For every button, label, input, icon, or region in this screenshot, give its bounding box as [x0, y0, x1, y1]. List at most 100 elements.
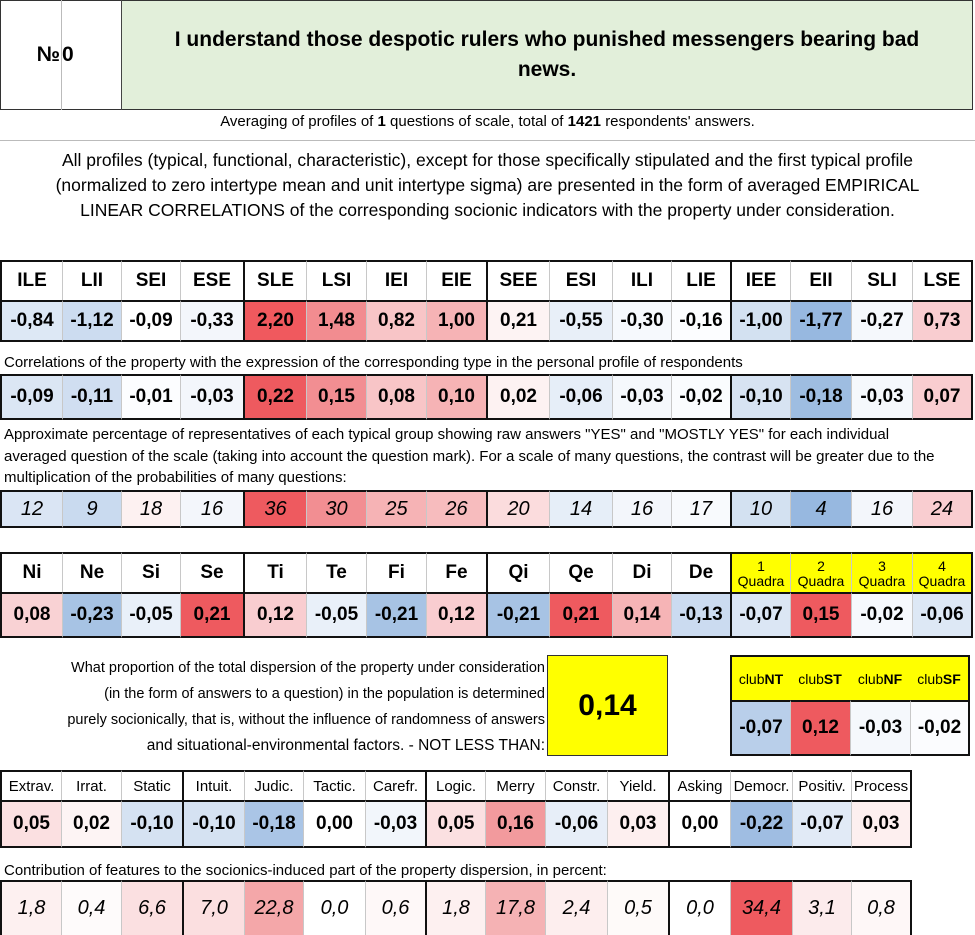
trait-contribution-12: 34,4	[730, 880, 792, 935]
trait-header-8: Merry	[485, 770, 545, 800]
quadra-value-0: -0,07	[730, 592, 790, 638]
type-correlation-3: -0,03	[180, 374, 243, 420]
dispersion-text: What proportion of the total dispersion …	[0, 655, 545, 759]
type-percent-9: 14	[549, 490, 612, 528]
type-header-15: LSE	[912, 260, 973, 300]
type-correlation-2: -0,01	[121, 374, 180, 420]
club-header-3: club SF	[910, 655, 970, 700]
quadra-value-2: -0,02	[851, 592, 912, 638]
clubs-header-row: club NT club ST club NF club SF	[730, 655, 970, 700]
function-value-3: 0,21	[180, 592, 243, 638]
club-prefix-1: club	[798, 670, 824, 687]
summary-answers: 1421	[567, 113, 602, 130]
type-percent-3: 16	[180, 490, 243, 528]
type-header-1: LII	[62, 260, 121, 300]
trait-header-2: Static	[121, 770, 182, 800]
summary-pre: Averaging of profiles of	[220, 113, 374, 130]
type-percent-4: 36	[243, 490, 306, 528]
description-line-1: All profiles (typical, functional, chara…	[61, 150, 914, 170]
trait-header-1: Irrat.	[61, 770, 121, 800]
trait-value-8: 0,16	[485, 800, 545, 848]
summary-line: Averaging of profiles of 1 questions of …	[0, 113, 975, 130]
function-value-9: 0,21	[549, 592, 612, 638]
percent-caption-3: multiplication of the probabilities of m…	[4, 469, 347, 486]
type-header-14: SLI	[851, 260, 912, 300]
trait-value-9: -0,06	[545, 800, 607, 848]
type-header-4: SLE	[243, 260, 306, 300]
club-prefix-0: club	[738, 670, 765, 687]
function-header-7: Fe	[426, 552, 486, 592]
trait-contribution-13: 3,1	[792, 880, 851, 935]
header-box	[0, 0, 973, 110]
type-correlation-14: -0,03	[851, 374, 912, 420]
dispersion-line-2: (in the form of answers to a question) i…	[104, 686, 545, 702]
type-header-row: ILE LII SEI ESE SLE LSI IEI EIE SEE ESI ILI LIE IEE E…	[0, 260, 975, 300]
type-correlation-12: -0,10	[730, 374, 790, 420]
summary-questions: 1	[377, 113, 386, 130]
type-normalized-14: -0,27	[851, 300, 912, 342]
function-value-10: 0,14	[612, 592, 671, 638]
type-correlation-1: -0,11	[62, 374, 121, 420]
club-name-0: NT	[764, 670, 784, 687]
type-normalized-8: 0,21	[486, 300, 549, 342]
quadra-number-2: 3	[878, 558, 886, 574]
type-percent-2: 18	[121, 490, 180, 528]
type-normalized-row: -0,84 -1,12 -0,09 -0,33 2,20 1,48 0,82 1,00 0,21…	[0, 300, 975, 342]
type-normalized-10: -0,30	[612, 300, 671, 342]
function-value-4: 0,12	[243, 592, 306, 638]
dispersion-line-3: purely socionically, that is, without th…	[67, 712, 545, 728]
trait-contribution-1: 0,4	[61, 880, 121, 935]
type-correlation-13: -0,18	[790, 374, 851, 420]
type-normalized-7: 1,00	[426, 300, 486, 342]
type-correlation-8: 0,02	[486, 374, 549, 420]
type-correlation-9: -0,06	[549, 374, 612, 420]
club-name-1: ST	[823, 670, 842, 687]
type-normalized-6: 0,82	[366, 300, 426, 342]
trait-value-5: 0,00	[303, 800, 365, 848]
type-percent-row: 12 9 18 16 36 30 25 26 20 14 16 17 10 4 16 24	[0, 490, 975, 528]
trait-contribution-8: 17,8	[485, 880, 545, 935]
type-percent-0: 12	[0, 490, 62, 528]
type-correlation-15: 0,07	[912, 374, 973, 420]
header-divider	[121, 0, 122, 110]
quadra-word-2: Quadra	[858, 573, 906, 589]
type-correlation-row: -0,09 -0,11 -0,01 -0,03 0,22 0,15 0,08 0,10 0,02…	[0, 374, 975, 420]
trait-header-14: Process	[851, 770, 912, 800]
function-header-4: Ti	[243, 552, 306, 592]
type-header-13: EII	[790, 260, 851, 300]
trait-header-3: Intuit.	[182, 770, 244, 800]
type-header-9: ESI	[549, 260, 612, 300]
trait-value-10: 0,03	[607, 800, 668, 848]
trait-value-13: -0,07	[792, 800, 851, 848]
summary-post: respondents' answers.	[605, 113, 755, 130]
quadra-word-1: Quadra	[797, 573, 845, 589]
trait-value-0: 0,05	[0, 800, 61, 848]
type-header-0: ILE	[0, 260, 62, 300]
quadra-value-3: -0,06	[912, 592, 973, 638]
function-value-0: 0,08	[0, 592, 62, 638]
trait-contribution-9: 2,4	[545, 880, 607, 935]
type-normalized-2: -0,09	[121, 300, 180, 342]
trait-value-12: -0,22	[730, 800, 792, 848]
type-percent-6: 25	[366, 490, 426, 528]
trait-header-5: Tactic.	[303, 770, 365, 800]
club-header-2: club NF	[850, 655, 910, 700]
trait-header-9: Constr.	[545, 770, 607, 800]
function-header-8: Qi	[486, 552, 549, 592]
type-header-11: LIE	[671, 260, 730, 300]
description-line-3: LINEAR CORRELATIONS of the corresponding…	[80, 200, 895, 220]
trait-value-3: -0,10	[182, 800, 244, 848]
function-header-5: Te	[306, 552, 366, 592]
trait-header-12: Democr.	[730, 770, 792, 800]
clubs-value-row: -0,07 0,12 -0,03 -0,02	[730, 700, 970, 756]
type-header-8: SEE	[486, 260, 549, 300]
type-percent-14: 16	[851, 490, 912, 528]
type-correlation-0: -0,09	[0, 374, 62, 420]
type-percent-1: 9	[62, 490, 121, 528]
function-value-11: -0,13	[671, 592, 730, 638]
type-percent-11: 17	[671, 490, 730, 528]
club-prefix-2: club	[857, 670, 884, 687]
summary-divider	[0, 140, 975, 141]
quadra-number-0: 1	[757, 558, 765, 574]
functions-header-row: Ni Ne Si Se Ti Te Fi Fe Qi Qe Di De 1 Quadra 2 Quadra 3 Q…	[0, 552, 975, 592]
